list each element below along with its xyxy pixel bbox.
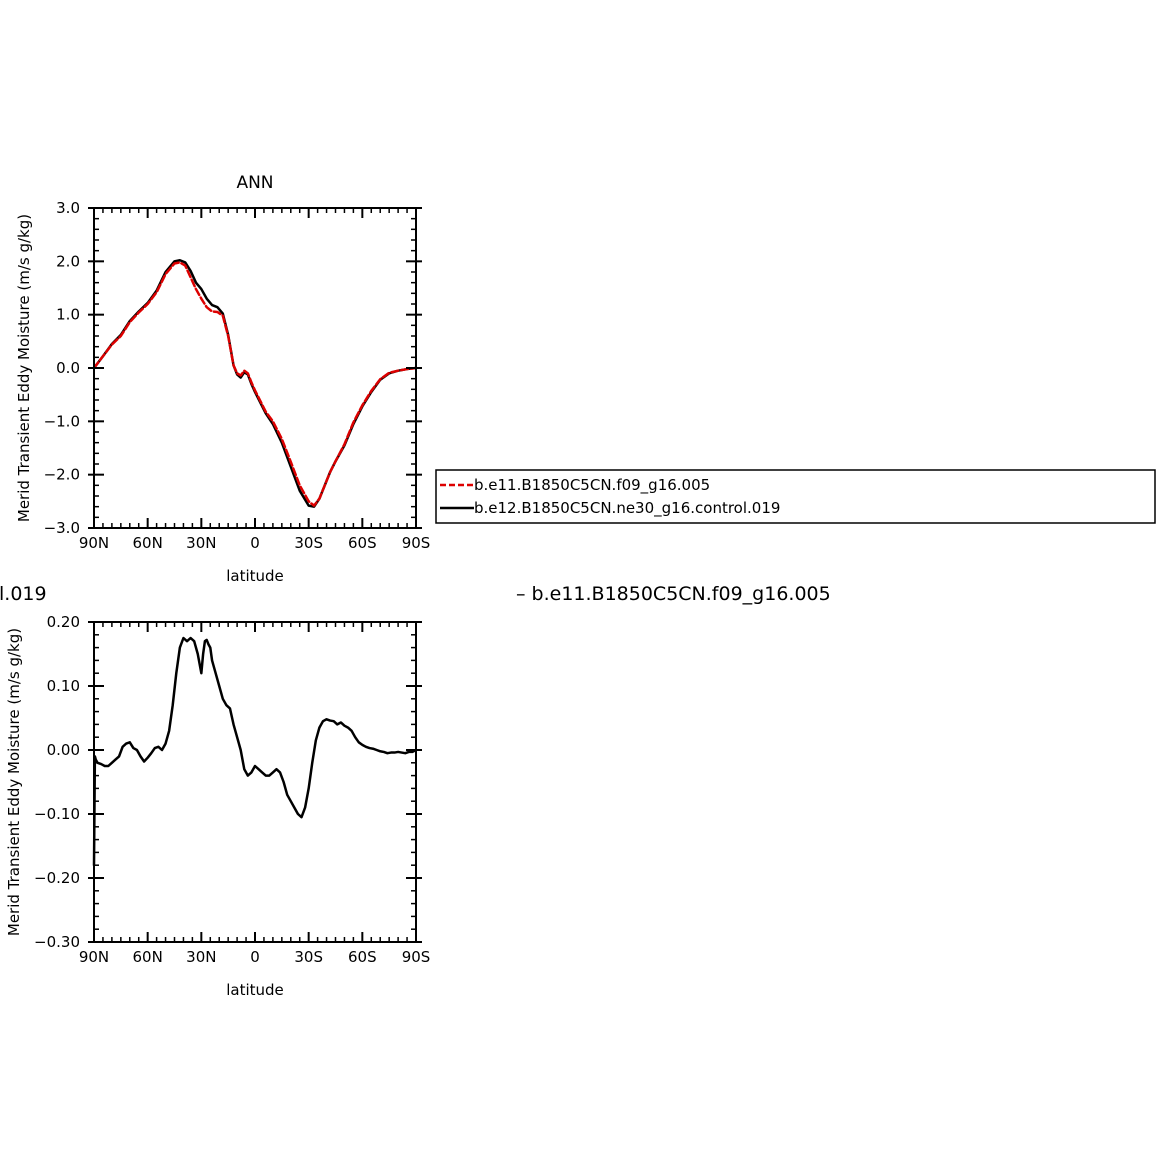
x-tick-label: 60N — [133, 948, 163, 966]
diff-caption-right: – b.e11.B1850C5CN.f09_g16.005 — [516, 583, 831, 605]
y-tick-label: 0.10 — [47, 677, 80, 695]
legend-box — [435, 469, 1156, 524]
x-tick-label: 30S — [294, 948, 323, 966]
x-tick-label: 90N — [79, 948, 109, 966]
x-tick-label: 90S — [402, 948, 431, 966]
y-tick-label: 0.0 — [56, 359, 80, 377]
y-tick-label: 0.20 — [47, 613, 80, 631]
y-tick-label: 3.0 — [56, 199, 80, 217]
x-tick-label: 0 — [250, 948, 260, 966]
y-tick-label: −0.20 — [34, 869, 80, 887]
series-line — [92, 259, 418, 508]
y-tick-label: −0.30 — [34, 933, 80, 951]
series-line — [92, 261, 418, 507]
top-plot-xlabel: latitude — [226, 567, 284, 585]
x-tick-label: 30S — [294, 534, 323, 552]
bottom-plot-ylabel: Merid Transient Eddy Moisture (m/s g/kg) — [5, 628, 23, 936]
y-tick-label: −2.0 — [44, 466, 80, 484]
x-tick-label: 90N — [79, 534, 109, 552]
y-tick-label: 0.00 — [47, 741, 80, 759]
top-line-plot: ANN 90N 60N 30N 0 30S 60S 90S 3.0 2.0 1.0 0.0 −1.0 −… — [15, 173, 430, 585]
top-plot-ylabel: Merid Transient Eddy Moisture (m/s g/kg) — [15, 214, 33, 522]
x-tick-label: 60N — [133, 534, 163, 552]
x-tick-label: 90S — [402, 534, 431, 552]
y-tick-label: 1.0 — [56, 306, 80, 324]
x-tick-label: 0 — [250, 534, 260, 552]
y-tick-label: −1.0 — [44, 412, 80, 430]
y-tick-label: 2.0 — [56, 252, 80, 270]
legend-entry-control: b.e12.B1850C5CN.ne30_g16.control.019 — [474, 499, 780, 518]
y-tick-label: −3.0 — [44, 519, 80, 537]
legend-entry-case: b.e11.B1850C5CN.f09_g16.005 — [474, 476, 710, 495]
x-tick-label: 30N — [186, 948, 216, 966]
diff-caption-left: l.019 — [0, 583, 47, 605]
x-tick-label: 60S — [348, 948, 377, 966]
bottom-plot-frame — [93, 621, 417, 943]
x-tick-label: 60S — [348, 534, 377, 552]
bottom-difference-plot: 90N 60N 30N 0 30S 60S 90S 0.20 0.10 0.00 −0.10 −0.2… — [5, 613, 430, 999]
top-plot-title: ANN — [236, 173, 273, 193]
top-plot-frame — [93, 207, 417, 529]
legend: b.e11.B1850C5CN.f09_g16.005 b.e12.B1850C… — [435, 469, 1156, 524]
bottom-plot-xlabel: latitude — [226, 981, 284, 999]
series-line — [92, 636, 418, 867]
x-tick-label: 30N — [186, 534, 216, 552]
y-tick-label: −0.10 — [34, 805, 80, 823]
